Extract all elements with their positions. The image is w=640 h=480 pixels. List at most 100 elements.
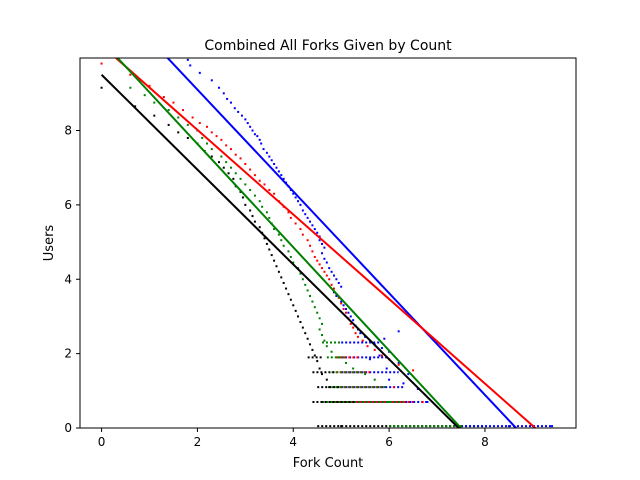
data-point bbox=[258, 200, 261, 203]
data-point bbox=[321, 373, 324, 376]
data-point bbox=[318, 317, 321, 320]
band-layer bbox=[307, 341, 553, 428]
data-point bbox=[292, 261, 295, 264]
data-point bbox=[354, 332, 357, 335]
data-point bbox=[309, 343, 312, 346]
data-point bbox=[361, 339, 364, 342]
data-point bbox=[253, 220, 256, 223]
data-point bbox=[335, 294, 338, 297]
data-point bbox=[299, 228, 302, 231]
data-point bbox=[256, 135, 259, 138]
data-point bbox=[373, 348, 376, 351]
data-point bbox=[289, 216, 292, 219]
data-point bbox=[287, 293, 290, 296]
data-point bbox=[380, 354, 383, 357]
data-point bbox=[352, 367, 355, 370]
data-point bbox=[277, 170, 280, 173]
data-point bbox=[260, 142, 263, 145]
data-point bbox=[263, 237, 266, 240]
data-point bbox=[306, 289, 309, 292]
data-point bbox=[388, 400, 391, 403]
data-point bbox=[233, 107, 236, 110]
data-point bbox=[100, 86, 103, 89]
data-point bbox=[134, 105, 137, 108]
data-point bbox=[287, 211, 290, 214]
data-point bbox=[344, 311, 347, 314]
data-point bbox=[328, 386, 331, 389]
data-point bbox=[268, 155, 271, 158]
data-point bbox=[299, 321, 302, 324]
data-point bbox=[270, 254, 273, 257]
data-point bbox=[294, 222, 297, 225]
data-point bbox=[321, 242, 324, 245]
data-point bbox=[244, 162, 247, 165]
data-point bbox=[318, 328, 321, 331]
data-point bbox=[294, 309, 297, 312]
data-point bbox=[383, 337, 386, 340]
data-point bbox=[368, 358, 371, 361]
data-point bbox=[311, 300, 314, 303]
y-tick-label: 4 bbox=[64, 272, 72, 286]
data-point bbox=[265, 151, 268, 154]
data-point bbox=[282, 244, 285, 247]
data-point bbox=[258, 226, 261, 229]
data-point bbox=[321, 252, 324, 255]
data-point bbox=[397, 361, 400, 364]
data-point bbox=[297, 315, 300, 318]
data-point bbox=[253, 174, 256, 177]
data-point bbox=[340, 300, 343, 303]
data-point bbox=[273, 192, 276, 195]
data-point bbox=[397, 330, 400, 333]
data-point bbox=[407, 373, 410, 376]
data-point bbox=[153, 101, 156, 104]
data-point bbox=[330, 270, 333, 273]
data-point bbox=[237, 110, 240, 113]
data-point bbox=[234, 153, 237, 156]
data-point bbox=[167, 109, 170, 112]
data-point bbox=[311, 250, 314, 253]
data-point bbox=[306, 337, 309, 340]
data-point bbox=[280, 174, 283, 177]
data-point bbox=[261, 205, 264, 208]
data-point bbox=[325, 345, 328, 348]
data-point bbox=[402, 382, 405, 385]
data-point bbox=[289, 298, 292, 301]
data-point bbox=[100, 62, 103, 65]
data-point bbox=[249, 209, 252, 212]
data-point bbox=[280, 276, 283, 279]
data-point bbox=[325, 261, 328, 264]
data-point bbox=[239, 157, 242, 160]
data-point bbox=[366, 345, 369, 348]
data-point bbox=[328, 278, 331, 281]
data-point bbox=[210, 148, 213, 151]
data-point bbox=[273, 259, 276, 262]
data-point bbox=[251, 129, 254, 132]
data-point bbox=[347, 311, 350, 314]
data-point bbox=[344, 361, 347, 364]
data-point bbox=[325, 378, 328, 381]
y-tick-label: 2 bbox=[64, 347, 72, 361]
x-tick-label: 8 bbox=[481, 435, 489, 449]
data-point bbox=[268, 216, 271, 219]
data-point bbox=[299, 203, 302, 206]
data-point bbox=[249, 168, 252, 171]
data-point bbox=[342, 304, 345, 307]
data-point bbox=[311, 348, 314, 351]
data-point bbox=[198, 122, 201, 125]
x-tick-label: 6 bbox=[385, 435, 393, 449]
x-tick-label: 2 bbox=[194, 435, 202, 449]
data-point bbox=[273, 162, 276, 165]
y-axis-ticks: 0 2 4 6 8 bbox=[64, 124, 80, 435]
data-point bbox=[297, 200, 300, 203]
data-point bbox=[306, 239, 309, 242]
data-point bbox=[332, 287, 335, 290]
data-point bbox=[251, 215, 254, 218]
data-point bbox=[318, 367, 321, 370]
data-point bbox=[380, 347, 383, 350]
data-point bbox=[186, 58, 189, 61]
fit-line bbox=[115, 58, 536, 428]
data-point bbox=[325, 274, 328, 277]
data-point bbox=[282, 177, 285, 180]
data-point bbox=[268, 248, 271, 251]
data-point bbox=[217, 161, 220, 164]
